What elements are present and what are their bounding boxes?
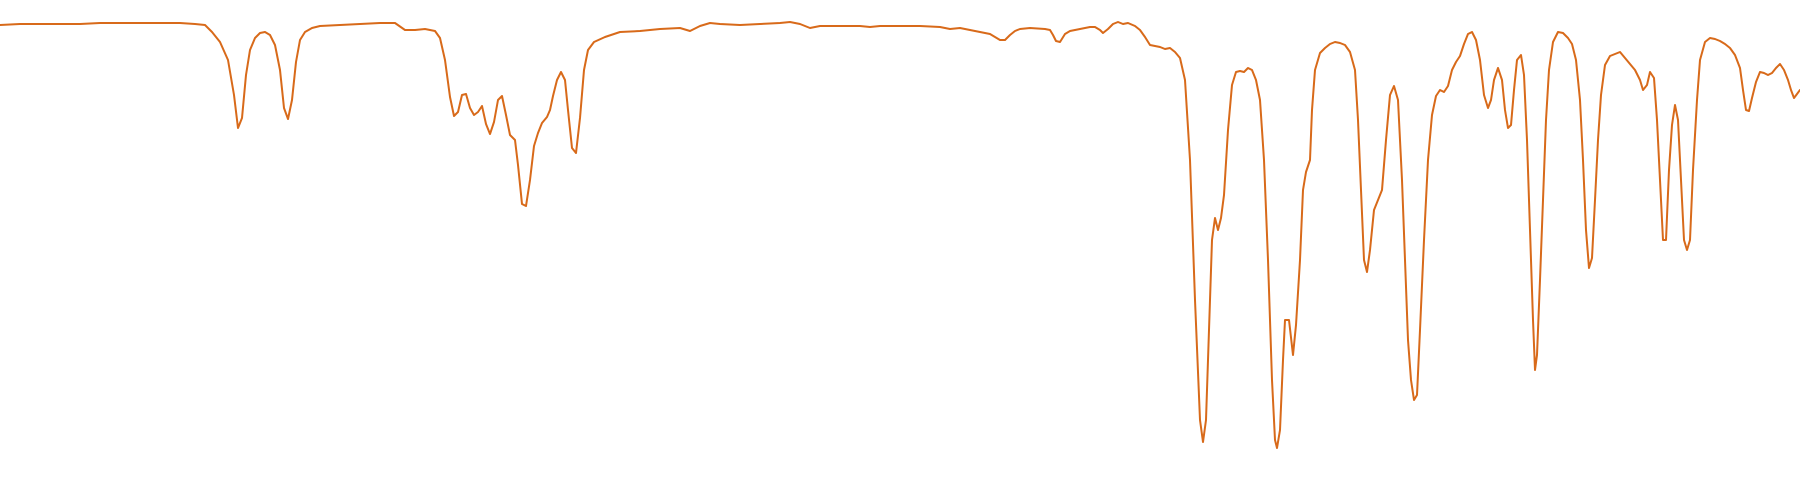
- spectrum-series-line: [0, 21, 1800, 449]
- series-layer: [0, 21, 1800, 449]
